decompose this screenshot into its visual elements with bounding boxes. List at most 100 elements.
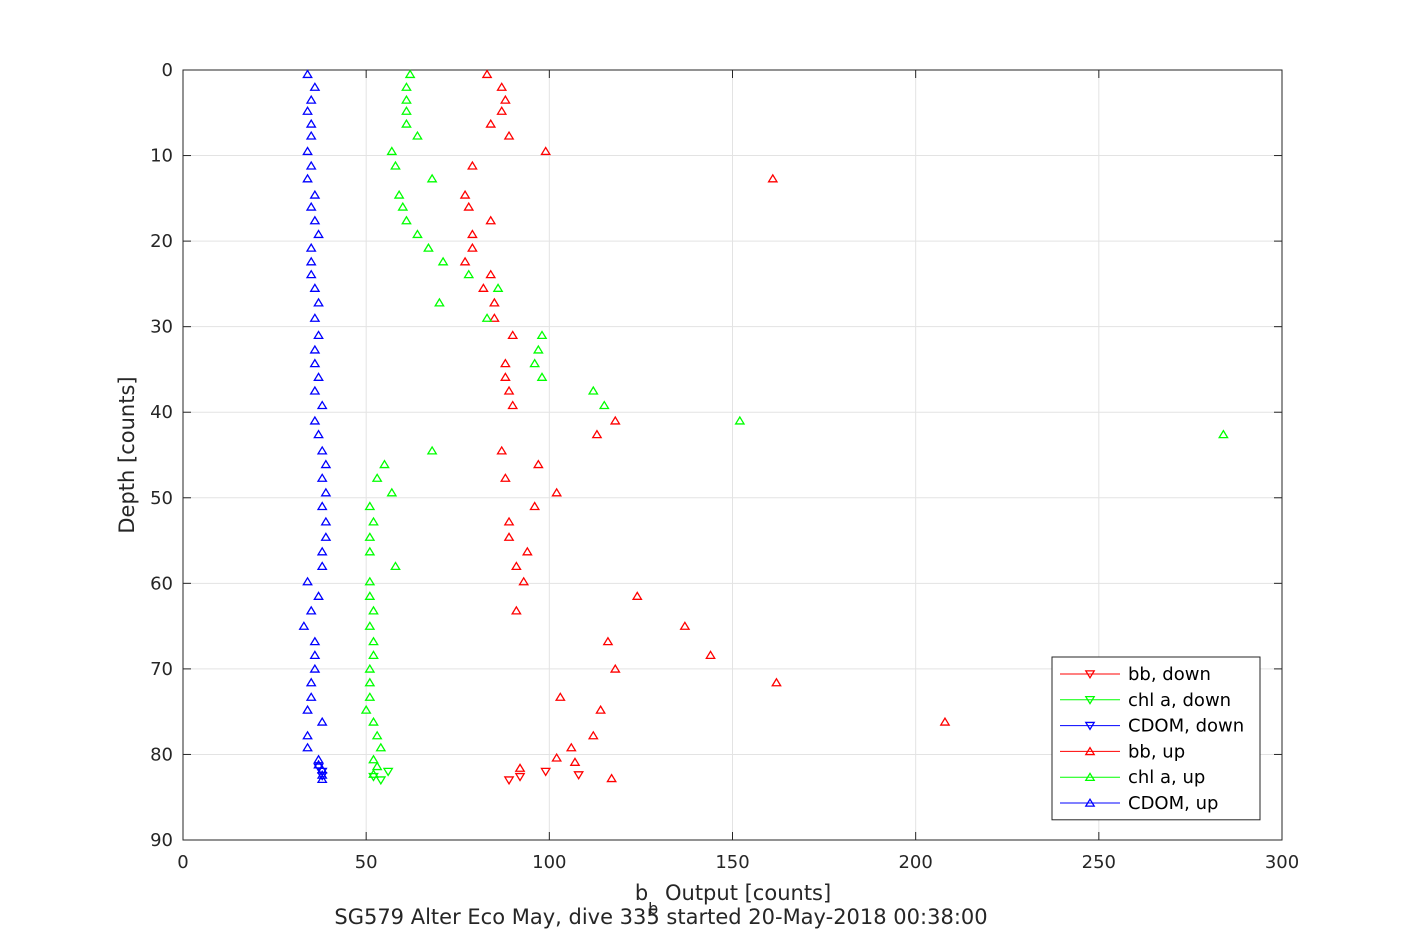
x-tick-label: 100 bbox=[532, 852, 566, 873]
data-point bbox=[305, 201, 317, 211]
data-point bbox=[316, 445, 328, 455]
legend-marker bbox=[1084, 721, 1096, 731]
data-point bbox=[771, 677, 782, 687]
data-point bbox=[313, 372, 324, 381]
data-point bbox=[364, 546, 376, 556]
data-point bbox=[302, 69, 313, 79]
data-point bbox=[503, 385, 515, 395]
data-point bbox=[1218, 429, 1229, 439]
data-point bbox=[316, 561, 328, 571]
data-point bbox=[609, 663, 621, 673]
data-point bbox=[368, 716, 379, 726]
data-point bbox=[309, 385, 321, 395]
data-point bbox=[507, 330, 519, 340]
legend-marker bbox=[1084, 696, 1096, 705]
data-point bbox=[305, 94, 317, 104]
y-tick-label: 80 bbox=[150, 744, 173, 765]
data-point bbox=[532, 459, 544, 469]
data-point bbox=[500, 473, 511, 482]
data-point bbox=[316, 716, 328, 726]
data-point bbox=[485, 269, 497, 279]
data-point bbox=[551, 752, 563, 762]
data-point bbox=[426, 173, 438, 183]
x-axis-label-main: b bbox=[635, 881, 648, 905]
data-point bbox=[298, 621, 310, 630]
data-point bbox=[316, 774, 328, 784]
y-tick-label: 20 bbox=[150, 231, 173, 252]
data-point bbox=[591, 429, 603, 439]
data-point bbox=[305, 605, 317, 615]
data-point bbox=[554, 692, 566, 701]
data-point bbox=[489, 297, 500, 307]
data-point bbox=[302, 173, 313, 183]
data-point bbox=[368, 754, 379, 764]
legend-marker bbox=[1084, 797, 1096, 807]
data-point bbox=[587, 730, 599, 740]
data-point bbox=[364, 621, 376, 630]
data-point bbox=[401, 118, 412, 128]
data-point bbox=[320, 516, 332, 526]
data-point bbox=[500, 358, 511, 368]
y-tick-label: 60 bbox=[150, 573, 173, 594]
legend-label: chl a, up bbox=[1128, 767, 1205, 788]
data-point bbox=[404, 69, 416, 79]
data-point bbox=[602, 636, 614, 646]
legend-marker bbox=[1084, 670, 1096, 680]
data-point bbox=[368, 605, 379, 615]
data-point bbox=[320, 532, 332, 541]
data-point bbox=[459, 189, 471, 199]
x-tick-label: 250 bbox=[1082, 852, 1116, 873]
data-point bbox=[401, 94, 412, 104]
data-point bbox=[514, 763, 526, 772]
data-point bbox=[393, 189, 405, 199]
data-point bbox=[316, 473, 328, 482]
y-axis-label: Depth [counts] bbox=[115, 376, 139, 533]
data-point bbox=[390, 561, 401, 571]
data-point bbox=[368, 636, 379, 646]
data-point bbox=[302, 704, 313, 714]
data-point bbox=[412, 229, 423, 239]
data-point bbox=[485, 118, 497, 128]
data-point bbox=[371, 473, 383, 482]
data-point bbox=[309, 344, 321, 354]
data-point bbox=[401, 82, 412, 91]
data-point bbox=[397, 201, 409, 211]
data-point bbox=[309, 636, 321, 646]
data-point bbox=[423, 242, 434, 252]
data-point bbox=[390, 160, 401, 170]
data-point bbox=[767, 173, 779, 183]
data-point bbox=[492, 283, 504, 292]
data-point bbox=[368, 516, 379, 526]
data-point bbox=[302, 742, 313, 752]
data-point bbox=[631, 591, 643, 600]
data-point bbox=[316, 546, 328, 556]
x-tick-label: 300 bbox=[1265, 852, 1299, 873]
data-point bbox=[609, 415, 621, 425]
data-point bbox=[364, 677, 376, 687]
data-point bbox=[364, 576, 376, 586]
data-point bbox=[302, 730, 313, 740]
data-point bbox=[734, 415, 746, 425]
data-point bbox=[313, 229, 324, 239]
data-point bbox=[305, 118, 317, 128]
data-point bbox=[371, 730, 383, 740]
data-point bbox=[536, 330, 548, 340]
legend-label: CDOM, up bbox=[1128, 793, 1218, 814]
data-point bbox=[514, 772, 526, 782]
data-point bbox=[467, 229, 478, 239]
legend-label: bb, down bbox=[1128, 664, 1211, 685]
data-point bbox=[302, 576, 313, 586]
data-point bbox=[401, 106, 412, 115]
data-point bbox=[511, 605, 522, 615]
data-point bbox=[481, 313, 493, 322]
data-point bbox=[521, 546, 533, 556]
data-point bbox=[496, 82, 508, 91]
data-point bbox=[463, 269, 475, 279]
data-point bbox=[375, 776, 387, 786]
y-tick-label: 40 bbox=[150, 402, 173, 423]
data-point bbox=[309, 313, 321, 322]
data-point bbox=[305, 242, 317, 252]
data-point bbox=[467, 242, 478, 252]
data-point bbox=[316, 764, 328, 774]
data-point bbox=[316, 769, 328, 779]
